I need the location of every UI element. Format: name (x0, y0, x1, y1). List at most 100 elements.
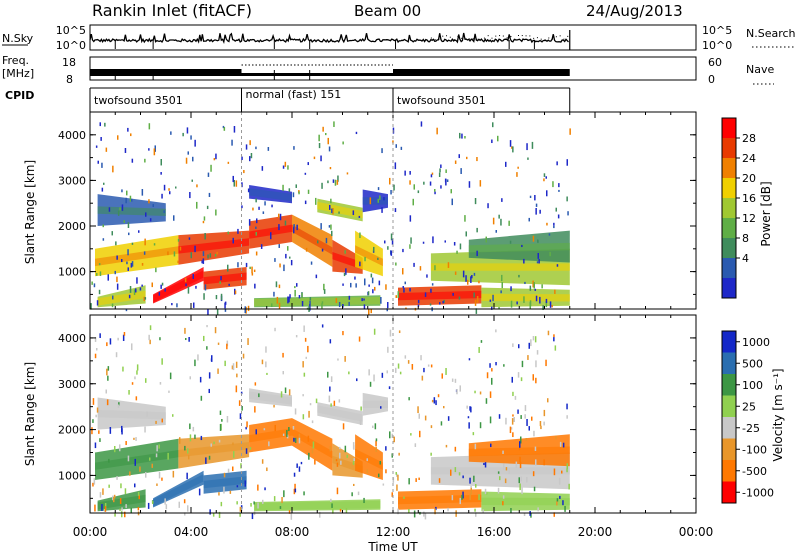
echo-speckle (510, 140, 512, 147)
echo-speckle (530, 339, 532, 346)
echo-speckle (132, 159, 134, 163)
echo-speckle (179, 437, 181, 444)
colorbar-tick-label: 1000 (742, 336, 770, 349)
echo-speckle (375, 441, 377, 447)
echo-speckle (208, 173, 210, 177)
echo-speckle (136, 277, 138, 283)
echo-speckle (547, 398, 549, 402)
echo-speckle (221, 502, 223, 506)
echo-speckle (395, 368, 397, 373)
velocity-colorbar: 100050010025-25-100-500-1000 (722, 331, 774, 504)
echo-speckle (475, 198, 477, 204)
echo-speckle (526, 419, 528, 426)
echo-speckle (134, 484, 136, 488)
freq-label: Freq. (2, 54, 29, 67)
echo-speckle (448, 416, 450, 421)
echo-speckle (546, 299, 548, 303)
echo-speckle (206, 325, 208, 327)
echo-speckle (380, 297, 382, 304)
echo-speckle (106, 369, 108, 376)
velocity-colorbar-label: Velocity [m s⁻¹] (771, 368, 785, 461)
echo-speckle (255, 147, 257, 150)
echo-speckle (97, 408, 99, 413)
echo-speckle (459, 154, 461, 158)
freq-tick-bottom: 8 (66, 73, 73, 86)
cpid-segment-label: twofsound 3501 (94, 94, 183, 107)
echo-speckle (476, 251, 478, 256)
freq-band-2 (242, 73, 394, 76)
echo-speckle (534, 195, 536, 200)
echo-speckle (546, 190, 548, 196)
echo-speckle (473, 293, 475, 298)
echo-speckle (347, 455, 349, 458)
colorbar-segment (722, 118, 736, 139)
echo-speckle (217, 369, 219, 374)
echo-speckle (325, 133, 327, 135)
echo-speckle (396, 472, 398, 475)
y-tick-label: 2000 (58, 220, 86, 233)
nsearch-point (491, 38, 492, 39)
echo-speckle (100, 271, 102, 276)
echo-speckle (533, 236, 535, 242)
echo-speckle (137, 364, 139, 370)
echo-speckle (117, 338, 119, 341)
x-tick-labels: 00:00 04:00 08:00 12:00 16:00 20:00 00:00 (73, 525, 714, 539)
echo-speckle (505, 418, 507, 425)
echo-speckle (204, 233, 206, 239)
echo-speckle (101, 504, 103, 511)
echo-speckle (138, 230, 140, 233)
echo-speckle (432, 283, 434, 285)
echo-speckle (125, 504, 127, 508)
echo-speckle (525, 405, 527, 411)
echo-speckle (188, 337, 190, 342)
echo-speckle (344, 356, 346, 362)
x-tick-label: 16:00 (477, 525, 512, 539)
echo-speckle (456, 251, 458, 254)
echo-speckle (320, 156, 322, 162)
echo-speckle (425, 416, 427, 421)
echo-speckle (190, 376, 192, 379)
nsearch-point (526, 35, 527, 36)
echo-speckle (359, 233, 361, 239)
echo-speckle (293, 224, 295, 227)
echo-speckle (412, 364, 414, 370)
echo-speckle (314, 157, 316, 159)
x-tick-label: 04:00 (174, 525, 209, 539)
echo-speckle (535, 208, 537, 215)
echo-speckle (130, 133, 132, 136)
colorbar-tick-label: 4 (742, 252, 749, 265)
echo-speckle (460, 168, 462, 174)
echo-speckle (161, 159, 163, 165)
echo-speckle (228, 162, 230, 164)
echo-speckle (166, 504, 168, 509)
echo-speckle (255, 198, 257, 202)
echo-speckle (491, 378, 493, 385)
echo-speckle (360, 407, 362, 411)
echo-speckle (517, 167, 519, 169)
echo-speckle (91, 427, 93, 434)
echo-speckle (495, 329, 497, 332)
echo-speckle (318, 135, 320, 142)
echo-speckle (510, 286, 512, 291)
echo-speckle (119, 444, 121, 451)
nsearch-point (552, 38, 553, 39)
echo-speckle (285, 162, 287, 167)
echo-speckle (348, 372, 350, 375)
echo-speckle (331, 209, 333, 213)
echo-speckle (182, 133, 184, 136)
echo-speckle (205, 457, 207, 463)
echo-speckle (121, 511, 123, 517)
echo-speckle (280, 214, 282, 220)
echo-speckle (188, 455, 190, 459)
echo-speckle (499, 476, 501, 480)
echo-speckle (253, 501, 255, 504)
echo-speckle (308, 411, 310, 418)
echo-speckle (185, 338, 187, 340)
echo-speckle (378, 474, 380, 478)
echo-speckle (512, 418, 514, 425)
echo-speckle (379, 195, 381, 199)
echo-speckle (159, 472, 161, 479)
echo-speckle (116, 256, 118, 260)
echo-speckle (408, 397, 410, 400)
echo-speckle (195, 286, 197, 289)
